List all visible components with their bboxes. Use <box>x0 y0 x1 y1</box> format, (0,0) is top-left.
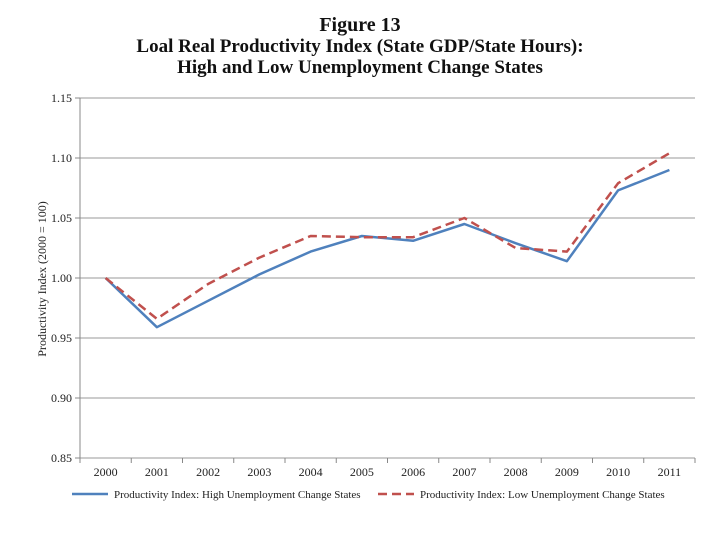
x-tick-label: 2005 <box>350 465 374 479</box>
x-tick-label: 2006 <box>401 465 425 479</box>
x-tick-label: 2008 <box>504 465 528 479</box>
x-tick-label: 2007 <box>452 465 476 479</box>
legend: Productivity Index: High Unemployment Ch… <box>72 489 665 501</box>
x-tick-label: 2009 <box>555 465 579 479</box>
y-axis-ticks: 0.85 0.90 0.95 1.00 1.05 1.10 1.15 <box>51 91 80 465</box>
x-tick-label: 2001 <box>145 465 169 479</box>
gridlines <box>79 97 695 459</box>
x-tick-label: 2010 <box>606 465 630 479</box>
series-line-high-unemployment <box>104 168 670 329</box>
series-line-low-unemployment <box>104 152 671 321</box>
x-tick-label: 2003 <box>247 465 271 479</box>
y-tick-label: 0.90 <box>51 391 72 405</box>
y-tick-label: 0.85 <box>51 451 72 465</box>
y-tick-label: 1.05 <box>51 211 72 225</box>
x-tick-label: 2002 <box>196 465 220 479</box>
chart-title-line-2: High and Low Unemployment Change States <box>177 57 543 78</box>
x-tick-label: 2000 <box>94 465 118 479</box>
y-axis-label: Productivity Index (2000 = 100) <box>35 201 49 356</box>
y-tick-label: 1.10 <box>51 151 72 165</box>
y-tick-label: 0.95 <box>51 331 72 345</box>
chart-title-line-1: Loal Real Productivity Index (State GDP/… <box>136 36 584 57</box>
x-axis-ticks: 2000 2001 2002 2003 2004 2005 2006 2007 2008 2009… <box>79 458 696 479</box>
legend-label: Productivity Index: Low Unemployment Cha… <box>420 489 665 501</box>
chart-title-block: Figure 13 Loal Real Productivity Index (… <box>0 14 720 78</box>
series-lines <box>104 152 671 329</box>
y-tick-label: 1.00 <box>51 271 72 285</box>
legend-label: Productivity Index: High Unemployment Ch… <box>114 489 361 501</box>
figure-number: Figure 13 <box>319 14 401 36</box>
x-tick-label: 2004 <box>299 465 323 479</box>
x-tick-label: 2011 <box>658 465 682 479</box>
y-tick-label: 1.15 <box>51 91 72 105</box>
